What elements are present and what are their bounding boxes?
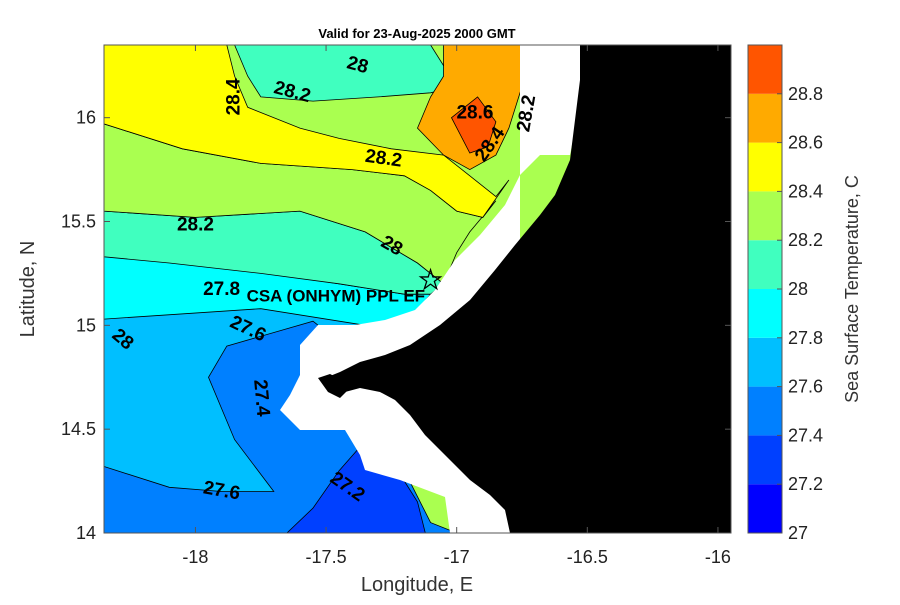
y-axis-ticks: 14 14.5 15 15.5 16: [61, 108, 731, 543]
y-tick-label: 16: [76, 108, 96, 128]
colorbar-segment: [748, 337, 782, 387]
colorbar-tick-label: 28.4: [788, 181, 823, 201]
colorbar-tick-label: 28.8: [788, 84, 823, 104]
colorbar-tick-label: 28.2: [788, 230, 823, 250]
x-axis-label: Longitude, E: [361, 574, 473, 596]
colorbar-tick-label: 27.4: [788, 425, 823, 445]
contour-label: 28.6: [456, 103, 493, 124]
x-tick-label: -16.5: [567, 547, 608, 567]
site-label: CSA (ONHYM) PPL EF: [247, 287, 426, 306]
x-tick-label: -18: [182, 547, 208, 567]
colorbar-segment: [748, 386, 782, 436]
colorbar-segment: [748, 240, 782, 289]
contour-label: 27.4: [249, 379, 273, 418]
contour-label: 28.2: [177, 215, 214, 236]
x-tick-label: -16: [705, 547, 731, 567]
colorbar-tick-label: 27.8: [788, 328, 823, 348]
colorbar-segment: [748, 191, 782, 241]
y-tick-label: 14.5: [61, 419, 96, 439]
sst-zone-28-8: [450, 96, 497, 154]
sst-contour-fills: [104, 45, 531, 533]
coast-layer: [280, 45, 731, 533]
colorbar: 27 27.2 27.4 27.6 27.8 28 28.2 28.4 28.6 28.8: [747, 44, 823, 543]
site-marker-group: ★ CSA (ONHYM) PPL EF: [247, 264, 443, 306]
plot-frame: [103, 44, 732, 534]
contour-label: 28.4: [224, 78, 245, 115]
colorbar-segment: [748, 289, 782, 338]
sst-zone-28: [234, 45, 458, 102]
colorbar-segment: [748, 484, 782, 533]
colorbar-tick-label: 28.6: [788, 133, 823, 153]
colorbar-label: Sea Surface Temperature, C: [842, 175, 862, 403]
y-tick-label: 14: [76, 523, 96, 543]
x-axis-ticks: -18 -17.5 -17 -16.5 -16: [182, 45, 731, 567]
cape-verde-peninsula: [318, 374, 348, 398]
colorbar-segment: [748, 435, 782, 485]
colorbar-segment: [748, 45, 782, 94]
colorbar-tick-label: 27.2: [788, 474, 823, 494]
colorbar-segment: [748, 142, 782, 192]
contour-label: 28.2: [364, 146, 404, 172]
y-tick-label: 15: [76, 315, 96, 335]
chart-title: Valid for 23-Aug-2025 2000 GMT: [318, 26, 515, 41]
site-star-icon: ★: [419, 265, 442, 295]
y-tick-label: 15.5: [61, 212, 96, 232]
colorbar-tick-label: 28: [788, 279, 808, 299]
y-axis-label: Latitude, N: [17, 241, 39, 338]
colorbar-segment: [748, 93, 782, 143]
land-mass: [320, 45, 731, 533]
x-tick-label: -17.5: [306, 547, 347, 567]
contour-label: 27.8: [203, 279, 240, 300]
sst-zone-28-4: [104, 45, 510, 218]
colorbar-tick-label: 27.6: [788, 377, 823, 397]
x-tick-label: -17: [444, 547, 470, 567]
colorbar-tick-label: 27: [788, 523, 808, 543]
